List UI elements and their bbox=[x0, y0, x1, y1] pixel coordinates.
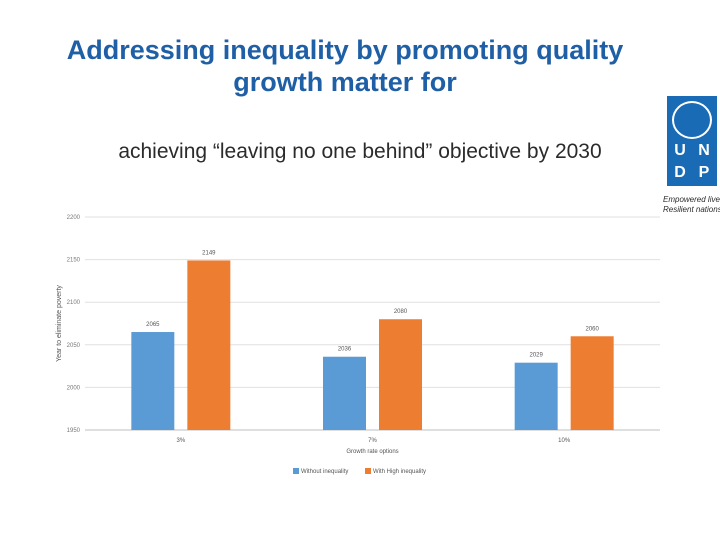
bar-with-high-inequality bbox=[379, 319, 422, 430]
x-tick-label: 3% bbox=[176, 438, 185, 444]
y-tick-label: 2050 bbox=[67, 343, 81, 349]
logo-letter-n: N bbox=[698, 142, 710, 159]
y-tick-label: 2000 bbox=[67, 385, 81, 391]
logo-letter-d: D bbox=[674, 164, 686, 181]
logo-tagline: Empowered lives Resilient nations bbox=[663, 195, 720, 216]
bar-without-inequality bbox=[131, 332, 175, 430]
data-label: 2029 bbox=[529, 353, 543, 359]
data-label: 2036 bbox=[338, 347, 352, 353]
bar-without-inequality bbox=[514, 362, 558, 430]
tagline-line-1: Empowered lives bbox=[663, 195, 720, 204]
data-label: 2060 bbox=[585, 326, 599, 332]
y-tick-label: 2200 bbox=[67, 215, 81, 221]
tagline-line-2: Resilient nations bbox=[663, 205, 720, 215]
data-label: 2065 bbox=[146, 322, 160, 328]
logo-letter-u: U bbox=[674, 142, 686, 159]
data-label: 2149 bbox=[202, 250, 216, 256]
x-axis-label: Growth rate options bbox=[346, 449, 398, 455]
bar-without-inequality bbox=[323, 356, 366, 430]
legend-swatch bbox=[365, 468, 371, 474]
y-axis-label: Year to eliminate poverty bbox=[56, 285, 63, 362]
un-emblem-icon bbox=[672, 101, 712, 139]
slide-subtitle: achieving “leaving no one behind” object… bbox=[118, 140, 602, 163]
logo-letter-p: P bbox=[698, 164, 710, 181]
data-label: 2080 bbox=[394, 309, 408, 315]
bar-with-high-inequality bbox=[187, 260, 231, 430]
bar-with-high-inequality bbox=[570, 336, 614, 430]
y-tick-label: 1950 bbox=[67, 428, 81, 434]
legend-label: With High inequality bbox=[373, 469, 426, 475]
legend-label: Without inequality bbox=[301, 469, 348, 475]
x-tick-label: 10% bbox=[558, 438, 571, 444]
legend-swatch bbox=[293, 468, 299, 474]
y-tick-label: 2100 bbox=[67, 300, 81, 306]
y-tick-label: 2150 bbox=[67, 258, 81, 264]
slide-title: Addressing inequality by promoting quali… bbox=[66, 35, 624, 98]
x-tick-label: 7% bbox=[368, 438, 377, 444]
